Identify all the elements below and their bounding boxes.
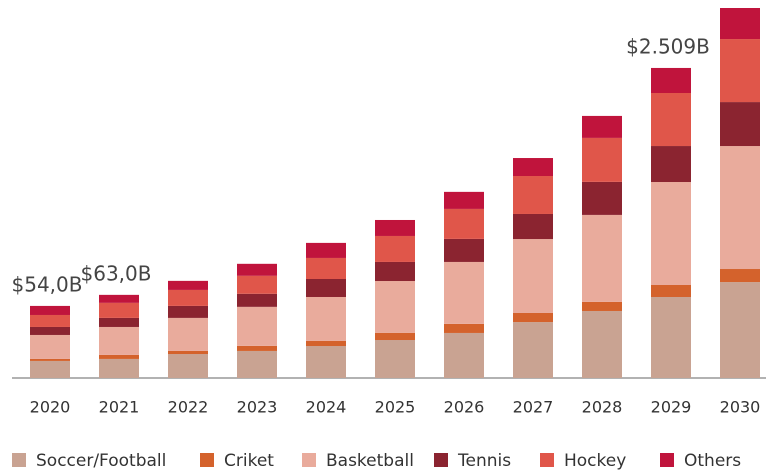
- bar-segment: [444, 332, 484, 378]
- bar-segment: [306, 296, 346, 341]
- legend-label: Tennis: [457, 451, 511, 471]
- bar-segment: [30, 358, 70, 361]
- x-tick-label: 2022: [168, 398, 209, 417]
- bar-segment: [168, 289, 208, 306]
- x-tick-label: 2029: [651, 398, 692, 417]
- bar-segment: [375, 340, 415, 378]
- bar-segment: [513, 322, 553, 378]
- bar-segment: [168, 280, 208, 290]
- bar-segment: [306, 340, 346, 347]
- bar-segment: [651, 296, 691, 378]
- bar-segment: [99, 294, 139, 303]
- bar-segment: [444, 191, 484, 209]
- bar-segment: [30, 305, 70, 315]
- legend-swatch: [540, 453, 554, 467]
- legend-swatch: [302, 453, 316, 467]
- bar-segment: [444, 323, 484, 333]
- bar-segment: [237, 350, 277, 378]
- bar-segment: [582, 137, 622, 182]
- bar-segment: [168, 350, 208, 355]
- x-tick-label: 2021: [99, 398, 140, 417]
- bar-segment: [306, 279, 346, 297]
- bar-segment: [168, 317, 208, 351]
- bar-segment: [513, 176, 553, 214]
- legend-swatch: [200, 453, 214, 467]
- total-label: $63,0B: [81, 261, 152, 285]
- bar-segment: [444, 261, 484, 324]
- bar-segment: [30, 314, 70, 327]
- bar-segment: [513, 158, 553, 177]
- bar-segment: [99, 326, 139, 355]
- total-label: $54,0B: [12, 272, 83, 296]
- bar-segment: [582, 310, 622, 378]
- bar-segment: [720, 146, 760, 270]
- bar-segment: [582, 301, 622, 311]
- bar-segment: [375, 235, 415, 262]
- legend-swatch: [12, 453, 26, 467]
- bar-segment: [237, 263, 277, 276]
- bar-segment: [651, 93, 691, 147]
- bar-segment: [582, 181, 622, 215]
- x-tick-label: 2028: [582, 398, 623, 417]
- bar-segment: [720, 269, 760, 283]
- bar-segment: [513, 239, 553, 313]
- bar-segment: [582, 214, 622, 302]
- bar-segment: [444, 238, 484, 262]
- bar-segment: [99, 354, 139, 359]
- legend-label: Criket: [224, 451, 274, 471]
- total-label: $2.509B: [626, 34, 710, 58]
- x-tick-label: 2030: [720, 398, 761, 417]
- bar-segment: [306, 346, 346, 378]
- bar-segment: [99, 317, 139, 327]
- bar-segment: [30, 360, 70, 378]
- bar-segment: [513, 213, 553, 240]
- bar-segment: [237, 275, 277, 294]
- bar-segment: [168, 305, 208, 318]
- bar-segment: [306, 242, 346, 258]
- x-tick-label: 2020: [30, 398, 71, 417]
- legend-swatch: [434, 453, 448, 467]
- x-tick-label: 2025: [375, 398, 416, 417]
- legend-swatch: [660, 453, 674, 467]
- x-tick-label: 2024: [306, 398, 347, 417]
- legend-label: Hockey: [564, 451, 626, 471]
- bar-segment: [168, 354, 208, 378]
- bar-segment: [306, 257, 346, 280]
- bar-segment: [99, 358, 139, 378]
- legend-label: Basketball: [326, 451, 414, 471]
- bar-segment: [375, 281, 415, 333]
- bar-segment: [651, 146, 691, 183]
- bar-segment: [99, 302, 139, 318]
- bar-segment: [651, 67, 691, 94]
- bar-segment: [237, 345, 277, 351]
- bar-segment: [375, 219, 415, 236]
- bar-segment: [720, 282, 760, 378]
- legend-label: Soccer/Football: [36, 451, 166, 471]
- x-tick-label: 2027: [513, 398, 554, 417]
- bar-segment: [237, 293, 277, 307]
- bar-segment: [30, 334, 70, 359]
- x-tick-label: 2023: [237, 398, 278, 417]
- bar-segment: [375, 261, 415, 282]
- legend-label: Others: [684, 451, 741, 471]
- bar-segment: [444, 208, 484, 239]
- bar-segment: [582, 115, 622, 138]
- bar-segment: [30, 326, 70, 335]
- bar-segment: [375, 332, 415, 341]
- bar-segment: [720, 8, 760, 40]
- bar-segment: [720, 102, 760, 147]
- bar-segment: [651, 285, 691, 297]
- bar-segment: [237, 306, 277, 346]
- bar-segment: [651, 182, 691, 286]
- bar-segment: [720, 39, 760, 103]
- x-tick-label: 2026: [444, 398, 485, 417]
- bar-segment: [513, 312, 553, 323]
